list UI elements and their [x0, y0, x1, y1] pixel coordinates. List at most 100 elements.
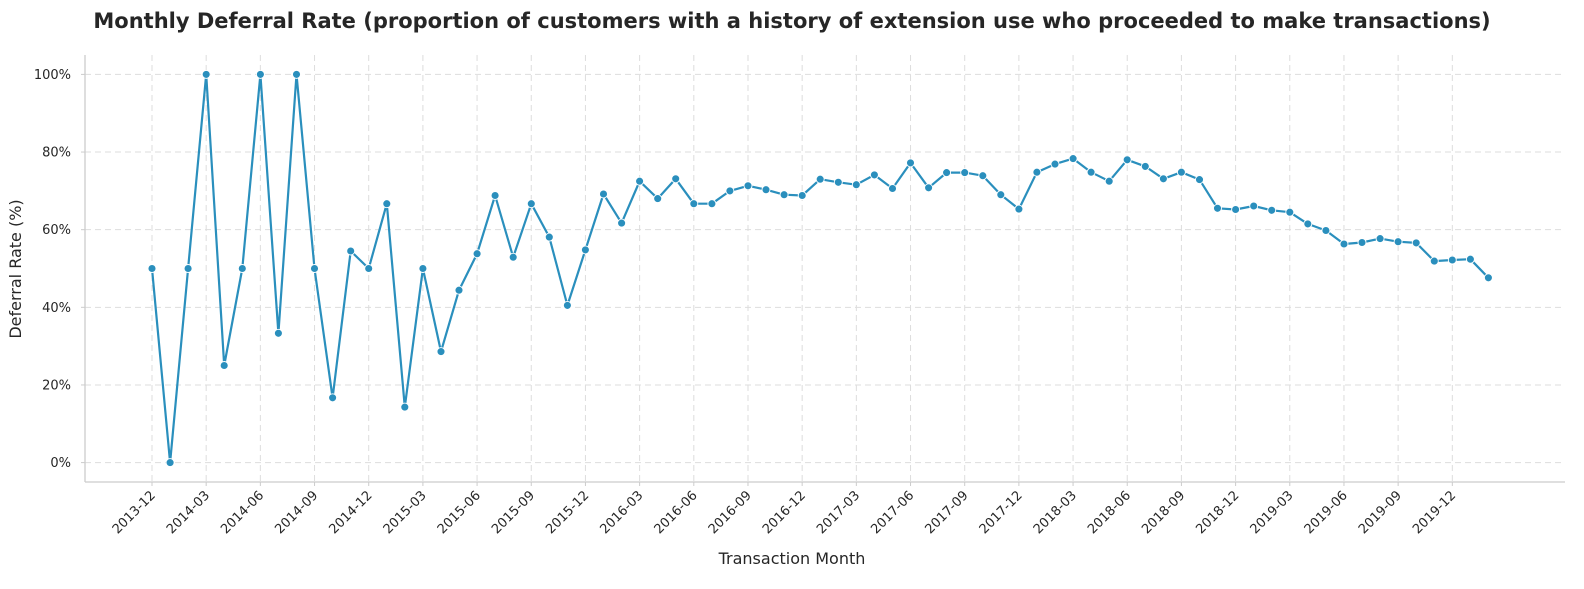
data-point — [436, 347, 446, 357]
data-point — [653, 194, 663, 204]
data-point — [219, 361, 229, 370]
data-point — [273, 328, 283, 338]
data-point — [1195, 175, 1204, 185]
x-tick-label: 2018-12 — [1193, 488, 1242, 537]
data-point — [201, 69, 211, 79]
data-point — [292, 69, 301, 79]
data-point — [942, 168, 952, 178]
data-point — [454, 285, 464, 295]
data-point — [869, 170, 879, 180]
data-point — [147, 264, 157, 273]
data-point — [165, 458, 175, 468]
series-line-path — [150, 73, 1490, 464]
data-points — [147, 69, 1493, 468]
x-tick-label: 2016-03 — [597, 488, 646, 537]
series-line — [150, 73, 1490, 464]
x-tick-label: 2017-09 — [923, 488, 972, 537]
x-tick-label: 2014-09 — [272, 488, 321, 537]
data-point — [310, 264, 319, 273]
x-tick-label: 2016-12 — [760, 488, 809, 537]
data-point — [1068, 154, 1078, 164]
x-tick-label: 2014-03 — [164, 488, 213, 537]
x-tick-label: 2014-12 — [327, 488, 376, 537]
y-tick-label: 60% — [42, 223, 71, 238]
data-point — [1267, 205, 1277, 215]
data-point — [508, 252, 518, 262]
data-point — [1483, 273, 1493, 283]
data-point — [815, 174, 825, 184]
data-point — [924, 183, 934, 193]
data-point — [1032, 167, 1042, 177]
data-point — [1339, 239, 1349, 249]
x-tick-label: 2017-03 — [814, 488, 863, 537]
x-tick-label: 2018-06 — [1085, 488, 1134, 537]
data-point — [851, 180, 861, 190]
data-point — [617, 218, 627, 228]
y-axis-label: Deferral Rate (%) — [6, 199, 25, 338]
y-tick-label: 0% — [50, 456, 71, 471]
data-point — [526, 199, 536, 209]
x-tick-label: 2016-06 — [652, 488, 701, 537]
data-point — [237, 264, 247, 273]
data-point — [1213, 203, 1222, 213]
data-point — [183, 264, 193, 273]
data-point — [1231, 205, 1241, 214]
data-point — [400, 402, 410, 412]
data-point — [1303, 219, 1313, 229]
data-point — [906, 158, 915, 168]
data-point — [346, 246, 356, 256]
x-tick-label: 2019-03 — [1248, 488, 1297, 537]
data-point — [707, 199, 717, 209]
y-tick-label: 40% — [42, 301, 71, 316]
data-point — [562, 300, 572, 310]
x-tick-label: 2019-09 — [1356, 488, 1405, 537]
data-point — [1122, 155, 1132, 165]
data-point — [725, 186, 735, 196]
data-point — [996, 190, 1006, 200]
data-point — [364, 264, 374, 273]
data-point — [1140, 161, 1150, 171]
data-point — [328, 393, 338, 403]
x-tick-label: 2016-09 — [706, 488, 755, 537]
data-point — [1447, 255, 1457, 265]
data-point — [635, 176, 645, 186]
data-point — [1411, 238, 1421, 248]
data-point — [1249, 201, 1259, 211]
x-tick-label: 2014-06 — [218, 488, 267, 537]
y-tick-label: 100% — [34, 68, 71, 83]
y-tick-label: 20% — [42, 378, 71, 393]
data-point — [382, 199, 392, 209]
data-point — [1357, 238, 1367, 247]
data-point — [888, 184, 897, 193]
data-point — [797, 191, 807, 200]
x-tick-label: 2019-06 — [1302, 488, 1351, 537]
data-point — [490, 191, 500, 200]
data-point — [544, 232, 554, 242]
data-point — [1086, 167, 1096, 177]
data-point — [1176, 167, 1186, 177]
data-point — [1429, 256, 1439, 266]
data-point — [689, 199, 699, 209]
axes — [81, 55, 1565, 486]
data-point — [1375, 234, 1385, 244]
x-tick-label: 2017-06 — [868, 488, 917, 537]
data-point — [978, 171, 988, 181]
x-axis-label: Transaction Month — [718, 549, 866, 568]
data-point — [960, 168, 970, 178]
chart-title: Monthly Deferral Rate (proportion of cus… — [93, 9, 1490, 33]
data-point — [779, 190, 789, 200]
data-point — [599, 189, 608, 199]
y-tick-label: 80% — [42, 146, 71, 161]
data-point — [1104, 176, 1114, 186]
x-tick-label: 2018-03 — [1031, 488, 1080, 537]
x-tick-label: 2015-12 — [543, 488, 592, 537]
data-point — [1321, 226, 1331, 235]
data-point — [1393, 237, 1403, 247]
data-point — [833, 177, 843, 187]
data-point — [1014, 204, 1024, 214]
data-point — [255, 69, 265, 79]
x-tick-label: 2015-09 — [489, 488, 538, 537]
x-tick-label: 2013-12 — [110, 488, 159, 537]
